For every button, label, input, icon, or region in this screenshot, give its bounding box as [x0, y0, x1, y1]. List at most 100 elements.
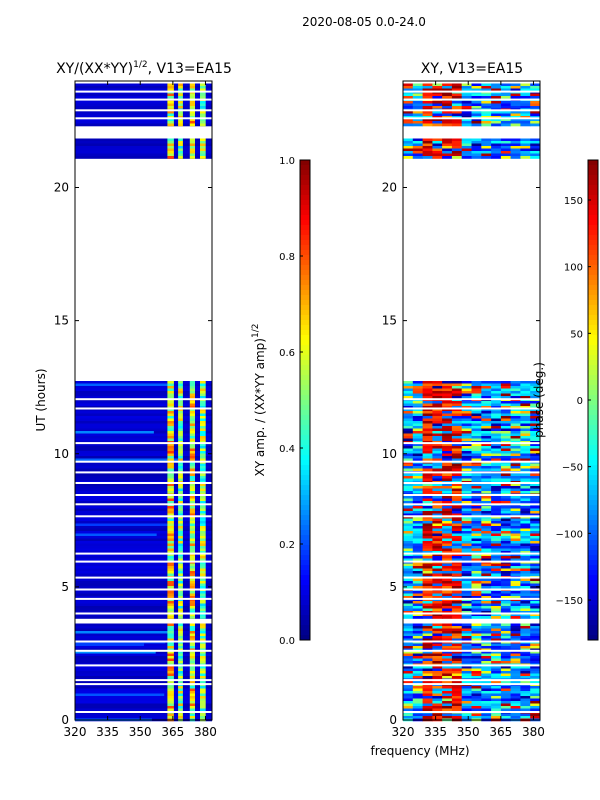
heat-cell [510, 411, 521, 414]
heat-cell [412, 438, 423, 442]
heat-cell [189, 526, 195, 529]
heat-cell [461, 658, 472, 662]
heat-cell [442, 386, 453, 389]
phase-colorbar-swatch [588, 630, 598, 636]
heat-cell [200, 698, 206, 702]
heat-cell [178, 653, 183, 657]
heat-cell [442, 123, 453, 127]
heat-cell [432, 411, 443, 414]
heat-cell [167, 573, 174, 577]
heat-cell [530, 476, 541, 479]
heat-cell [491, 508, 502, 512]
heat-cell [167, 111, 174, 114]
heat-cell [178, 138, 183, 142]
heat-cell [520, 538, 531, 542]
heat-cell [200, 681, 206, 684]
heat-cell [442, 651, 453, 654]
heat-cell [520, 423, 531, 427]
heat-cell [471, 516, 482, 519]
heat-cell [510, 616, 521, 619]
heat-cell [167, 93, 174, 97]
heat-cell [422, 498, 433, 502]
heat-cell [403, 536, 414, 539]
heat-cell [520, 483, 531, 487]
amplitude-colorbar-swatch [300, 560, 310, 566]
heat-cell [461, 381, 472, 384]
heat-cell [471, 701, 482, 704]
heat-cell [461, 463, 472, 467]
heat-cell [520, 686, 531, 689]
heat-cell [530, 633, 541, 637]
heat-cell [481, 571, 492, 574]
heat-cell [422, 393, 433, 397]
heat-cell [75, 701, 212, 704]
heat-cell [167, 656, 174, 659]
heat-cell [200, 628, 206, 632]
heat-cell [403, 686, 414, 689]
heat-cell [432, 468, 443, 472]
heat-cell [471, 533, 482, 537]
heat-cell [520, 633, 531, 637]
heat-cell [403, 693, 414, 697]
heat-cell [403, 716, 414, 719]
heat-cell [471, 501, 482, 504]
heat-gap-line [75, 109, 212, 112]
heat-cell [75, 533, 157, 536]
heat-cell [422, 403, 433, 407]
heat-cell [491, 591, 502, 594]
heat-cell [75, 426, 212, 429]
heat-cell [75, 573, 212, 577]
heat-cell [75, 473, 212, 477]
heat-cell [481, 451, 492, 454]
heat-cell [471, 553, 482, 557]
heat-cell [189, 436, 195, 439]
heat-cell [412, 603, 423, 607]
heat-cell [481, 536, 492, 539]
heat-cell [178, 143, 183, 147]
heat-cell [520, 681, 531, 684]
heat-cell [189, 516, 195, 519]
amplitude-y-tick-label: 15 [54, 314, 69, 328]
heat-cell [432, 688, 443, 692]
heat-gap-line [403, 503, 540, 506]
heat-cell [422, 433, 433, 437]
phase-colorbar-swatch [588, 360, 598, 366]
heat-cell [178, 96, 183, 99]
heat-cell [510, 671, 521, 674]
heat-cell [481, 498, 492, 502]
heat-cell [167, 543, 174, 547]
heat-cell [530, 688, 541, 692]
heat-cell [491, 473, 502, 477]
heat-cell [471, 583, 482, 587]
heat-cell [471, 491, 482, 494]
heat-cell [412, 433, 423, 437]
heat-cell [510, 156, 521, 159]
heat-cell [481, 443, 492, 447]
heat-cell [422, 703, 433, 707]
heat-cell [491, 431, 502, 434]
heat-cell [471, 411, 482, 414]
heat-cell [412, 566, 423, 569]
heat-cell [75, 688, 212, 692]
heat-cell [491, 438, 502, 442]
heat-cell [75, 628, 212, 632]
heat-cell [75, 671, 212, 674]
heat-cell [422, 451, 433, 454]
heat-cell [422, 566, 433, 569]
heat-cell [442, 656, 453, 659]
heat-cell [442, 501, 453, 504]
heat-cell [442, 623, 453, 627]
heat-cell [451, 86, 463, 89]
heat-cell [412, 548, 423, 552]
heat-cell [530, 693, 541, 697]
heat-cell [530, 523, 541, 527]
heat-cell [432, 466, 443, 469]
heat-cell [178, 586, 183, 589]
heat-cell [451, 531, 463, 534]
heat-cell [500, 511, 512, 514]
phase-colorbar-swatch [588, 265, 598, 271]
heat-cell [412, 553, 423, 557]
heat-cell [481, 386, 492, 389]
heat-cell [432, 448, 443, 452]
heat-cell [471, 421, 482, 424]
